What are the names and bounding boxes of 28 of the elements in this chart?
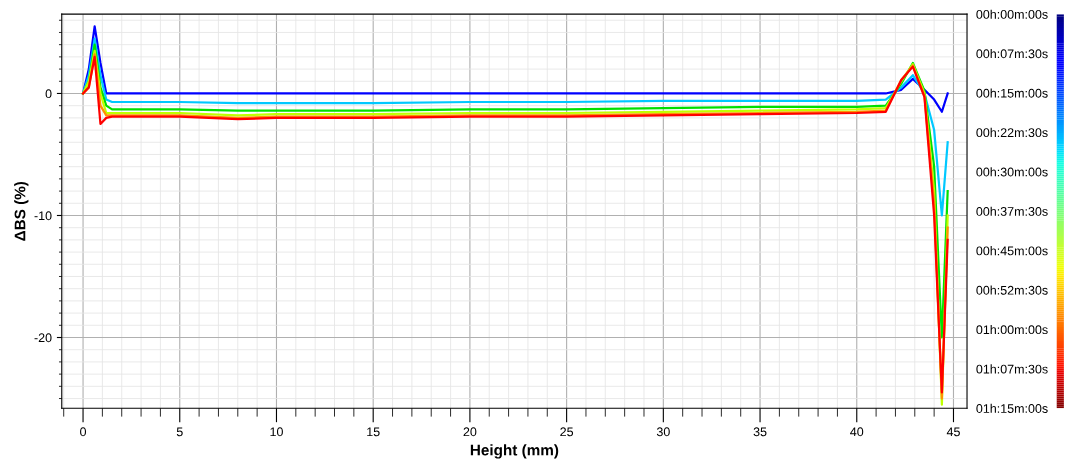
x-tick-label: 30 — [656, 427, 670, 437]
color-bar-label: 00h:15m:00s — [976, 88, 1048, 98]
line-series — [81, 25, 949, 113]
line-series — [81, 37, 949, 217]
y-tick-label: -20 — [34, 333, 52, 343]
color-bar-label: 01h:00m:00s — [976, 324, 1048, 335]
x-tick-label: 25 — [560, 427, 574, 437]
x-axis-title: Height (mm) — [470, 444, 559, 459]
color-bar-label: 00h:52m:30s — [976, 285, 1048, 295]
color-bar-label: 00h:07m:30s — [976, 49, 1048, 59]
y-tick-label: -10 — [34, 211, 52, 221]
color-bar-label: 00h:30m:00s — [976, 167, 1048, 177]
color-bar-label: 00h:37m:30s — [976, 206, 1048, 216]
color-bar-label: 01h:15m:00s — [976, 403, 1048, 413]
x-tick-label: 40 — [850, 427, 864, 437]
x-tick-label: 35 — [753, 427, 767, 437]
color-bar-label: 00h:22m:30s — [976, 127, 1048, 138]
x-tick-label: 10 — [270, 427, 283, 437]
y-axis-title: ΔBS (%) — [14, 181, 29, 241]
x-tick-label: 20 — [463, 427, 477, 437]
color-bar-label: 00h:45m:00s — [976, 246, 1048, 256]
color-bar-label: 01h:07m:30s — [976, 364, 1048, 374]
color-bar-label: 00h:00m:00s — [976, 9, 1048, 19]
x-tick-label: 15 — [367, 427, 380, 437]
x-tick-label: 45 — [946, 427, 960, 437]
x-tick-label: 0 — [80, 427, 87, 437]
y-tick-label: 0 — [45, 89, 52, 99]
x-tick-label: 5 — [176, 427, 183, 437]
